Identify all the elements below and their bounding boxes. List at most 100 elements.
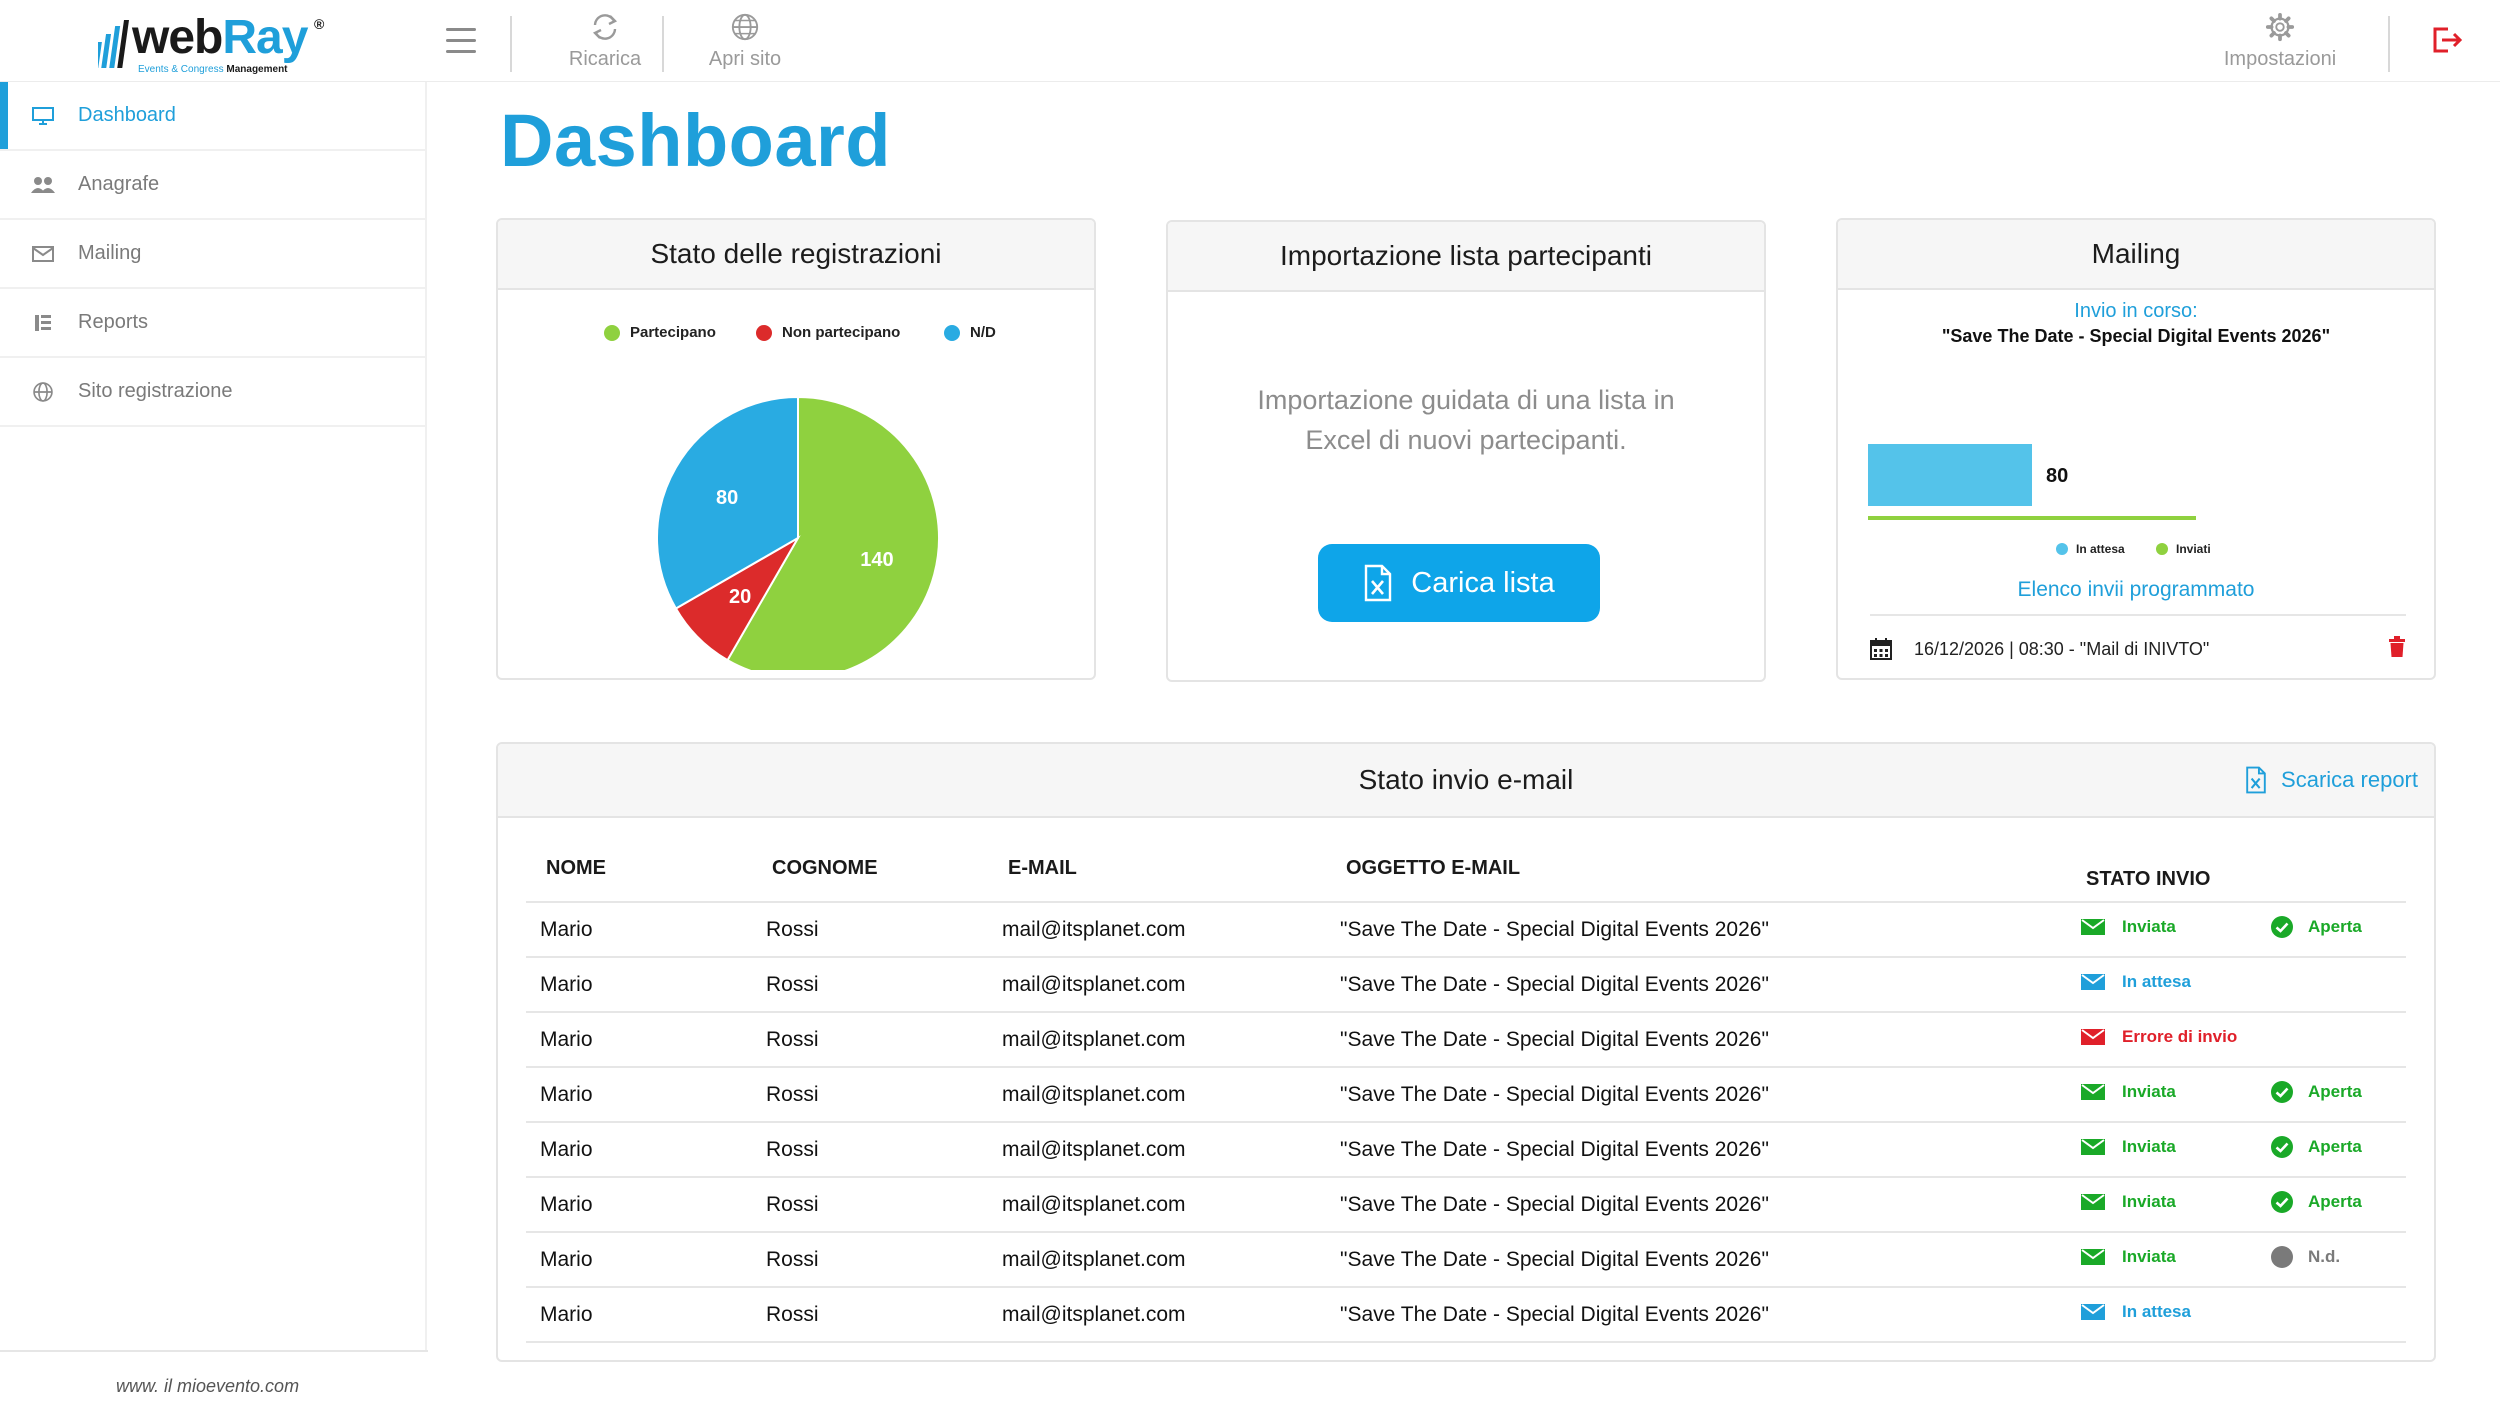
open-site-button[interactable]: Apri sito xyxy=(700,12,790,74)
sidebar-item-anagrafe[interactable]: Anagrafe xyxy=(0,151,425,220)
envelope-icon xyxy=(2081,918,2105,935)
send-status: Inviata xyxy=(2080,1247,2176,1267)
toolbar-divider xyxy=(510,16,512,72)
table-row[interactable]: Mario Rossi mail@itsplanet.com "Save The… xyxy=(526,1067,2406,1123)
column-header-stato-invio[interactable]: STATO INVIO xyxy=(2066,836,2406,903)
envelope-icon xyxy=(2081,1248,2105,1265)
table-row[interactable]: Mario Rossi mail@itsplanet.com "Save The… xyxy=(526,1177,2406,1233)
cell-email: mail@itsplanet.com xyxy=(988,1012,1326,1068)
table-row[interactable]: Mario Rossi mail@itsplanet.com "Save The… xyxy=(526,1122,2406,1178)
logo-wordmark: webRay xyxy=(132,11,308,64)
logout-button[interactable] xyxy=(2430,24,2466,58)
send-status: Inviata xyxy=(2080,1192,2176,1212)
cell-apertura: N.d. xyxy=(2256,1232,2406,1288)
pie-legend-item-partecipano: Partecipano xyxy=(604,324,716,341)
opened-status: Aperta xyxy=(2270,915,2362,939)
cell-stato-invio: In attesa xyxy=(2066,957,2256,1013)
pie-slice-n-d[interactable] xyxy=(656,395,799,610)
sidebar-item-sito-registrazione[interactable]: Sito registrazione xyxy=(0,358,425,427)
settings-label: Impostazioni xyxy=(2223,48,2337,70)
table-row[interactable]: Mario Rossi mail@itsplanet.com "Save The… xyxy=(526,902,2406,958)
sidebar-item-label: Mailing xyxy=(78,242,142,264)
excel-file-icon xyxy=(1365,564,1392,602)
cell-oggetto: "Save The Date - Special Digital Events … xyxy=(1326,1287,2066,1343)
cell-stato-invio: Inviata xyxy=(2066,1177,2256,1233)
cell-nome: Mario xyxy=(526,1012,752,1068)
column-header-cognome[interactable]: COGNOME xyxy=(752,836,988,903)
registrations-pie-chart: 140 20 80 xyxy=(656,395,940,670)
cell-apertura: Aperta xyxy=(2256,1067,2406,1123)
column-header-email[interactable]: E-MAIL xyxy=(988,836,1326,903)
email-status-card: Stato invio e-mail Scarica report NOME C… xyxy=(496,742,2436,1362)
send-status: In attesa xyxy=(2080,972,2191,992)
menu-toggle-button[interactable] xyxy=(446,28,476,54)
sidebar-item-dashboard[interactable]: Dashboard xyxy=(0,82,425,151)
grey-dot-icon xyxy=(2271,1245,2293,1268)
pie-data-label: 20 xyxy=(729,586,751,608)
bar-data-label: 80 xyxy=(2046,465,2068,487)
webray-logo[interactable]: webRay ® Events & Congress Management xyxy=(98,11,338,75)
scheduled-mailings-link[interactable]: Elenco invii programmato xyxy=(2017,578,2255,601)
download-report-link[interactable]: Scarica report xyxy=(2245,766,2418,794)
cell-oggetto: "Save The Date - Special Digital Events … xyxy=(1326,1177,2066,1233)
report-icon xyxy=(30,312,56,334)
cell-email: mail@itsplanet.com xyxy=(988,1177,1326,1233)
table-row[interactable]: Mario Rossi mail@itsplanet.com "Save The… xyxy=(526,1012,2406,1068)
cell-apertura: Aperta xyxy=(2256,1122,2406,1178)
logo-tagline: Events & Congress Management xyxy=(138,64,288,75)
sidebar-item-label: Anagrafe xyxy=(78,173,160,195)
table-row[interactable]: Mario Rossi mail@itsplanet.com "Save The… xyxy=(526,957,2406,1013)
mailing-bar-chart: 80160 xyxy=(1868,444,2196,520)
table-row[interactable]: Mario Rossi mail@itsplanet.com "Save The… xyxy=(526,1232,2406,1288)
trash-icon[interactable] xyxy=(2388,636,2406,658)
cell-stato-invio: Inviata xyxy=(2066,902,2256,958)
mailing-card-title: Mailing xyxy=(1838,220,2434,290)
reload-button[interactable]: Ricarica xyxy=(556,12,654,74)
upload-list-label: Carica lista xyxy=(1411,566,1555,599)
sidebar-item-reports[interactable]: Reports xyxy=(0,289,425,358)
import-description: Importazione guidata di una lista in Exc… xyxy=(1257,385,1675,455)
sidebar-item-label: Sito registrazione xyxy=(78,380,233,402)
check-circle-icon xyxy=(2271,1190,2293,1213)
cell-email: mail@itsplanet.com xyxy=(988,902,1326,958)
mailing-subject: "Save The Date - Special Digital Events … xyxy=(1941,326,2331,346)
legend-dot-green xyxy=(2156,543,2168,555)
cell-apertura: Aperta xyxy=(2256,902,2406,958)
mailing-in-progress-label: Invio in corso: xyxy=(2074,300,2198,322)
pie-slice-partecipano[interactable] xyxy=(726,395,940,670)
sidebar-item-label: Reports xyxy=(78,311,149,333)
column-header-oggetto[interactable]: OGGETTO E-MAIL xyxy=(1326,836,2066,903)
scheduled-mailing-text: 16/12/2026 | 08:30 - "Mail di INIVTO" xyxy=(1914,638,2210,659)
cell-stato-invio: In attesa xyxy=(2066,1287,2256,1343)
email-status-title: Stato invio e-mail xyxy=(498,744,2434,818)
cell-apertura: Aperta xyxy=(2256,1177,2406,1233)
logout-icon xyxy=(2433,27,2463,53)
cell-apertura xyxy=(2256,1012,2406,1068)
settings-button[interactable]: Impostazioni xyxy=(2218,12,2342,74)
opened-status: N.d. xyxy=(2270,1245,2340,1269)
cell-cognome: Rossi xyxy=(752,1177,988,1233)
cell-oggetto: "Save The Date - Special Digital Events … xyxy=(1326,1122,2066,1178)
legend-dot-green xyxy=(604,324,620,341)
bar-inviati[interactable] xyxy=(1868,516,2196,520)
table-row[interactable]: Mario Rossi mail@itsplanet.com "Save The… xyxy=(526,1287,2406,1343)
cell-stato-invio: Errore di invio xyxy=(2066,1012,2256,1068)
sidebar-item-mailing[interactable]: Mailing xyxy=(0,220,425,289)
pie-legend-item-nd: N/D xyxy=(944,324,996,341)
toolbar-divider xyxy=(2388,16,2390,72)
gear-icon xyxy=(2265,12,2295,42)
cell-apertura xyxy=(2256,957,2406,1013)
bar-in-attesa[interactable] xyxy=(1868,444,2032,506)
import-card-title: Importazione lista partecipanti xyxy=(1168,222,1764,292)
cell-nome: Mario xyxy=(526,1232,752,1288)
upload-list-button[interactable]: Carica lista xyxy=(1318,544,1600,622)
reload-label: Ricarica xyxy=(568,48,642,70)
users-icon xyxy=(30,174,56,196)
column-header-nome[interactable]: NOME xyxy=(526,836,752,903)
cell-oggetto: "Save The Date - Special Digital Events … xyxy=(1326,902,2066,958)
cell-email: mail@itsplanet.com xyxy=(988,1067,1326,1123)
cell-nome: Mario xyxy=(526,1067,752,1123)
sidebar-item-label: Dashboard xyxy=(78,104,176,126)
opened-status: Aperta xyxy=(2270,1080,2362,1104)
cell-email: mail@itsplanet.com xyxy=(988,1122,1326,1178)
